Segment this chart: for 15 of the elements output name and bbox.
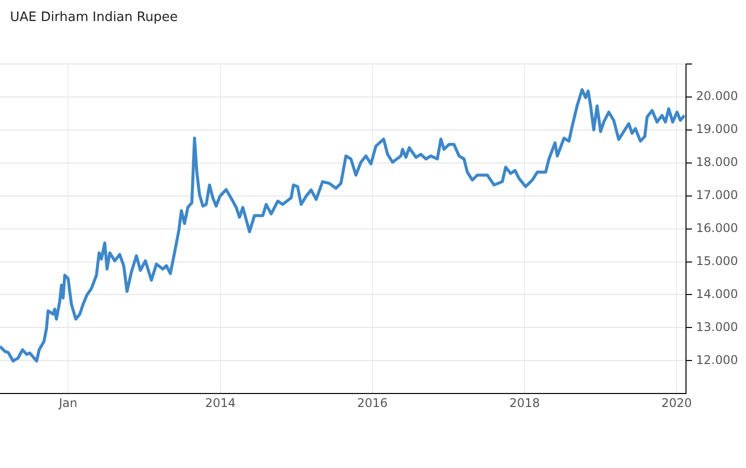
y-tick-label: 13.000	[696, 320, 738, 334]
x-tick-label: Jan	[58, 396, 78, 410]
x-tick-label: 2018	[509, 396, 540, 410]
y-tick-label: 15.000	[696, 254, 738, 268]
y-tick-label: 17.000	[696, 188, 738, 202]
chart-title: UAE Dirham Indian Rupee	[10, 10, 178, 25]
y-tick-label: 18.000	[696, 155, 738, 170]
y-tick-label: 12.000	[696, 352, 738, 367]
x-tick-label: 2020	[661, 396, 692, 410]
y-tick-label: 14.000	[696, 286, 738, 301]
y-tick-label: 19.000	[696, 122, 738, 136]
x-tick-label: 2016	[357, 396, 388, 410]
y-tick-label: 20.000	[696, 89, 738, 104]
x-tick-label: 2014	[205, 396, 236, 410]
y-tick-label: 16.000	[696, 220, 738, 235]
